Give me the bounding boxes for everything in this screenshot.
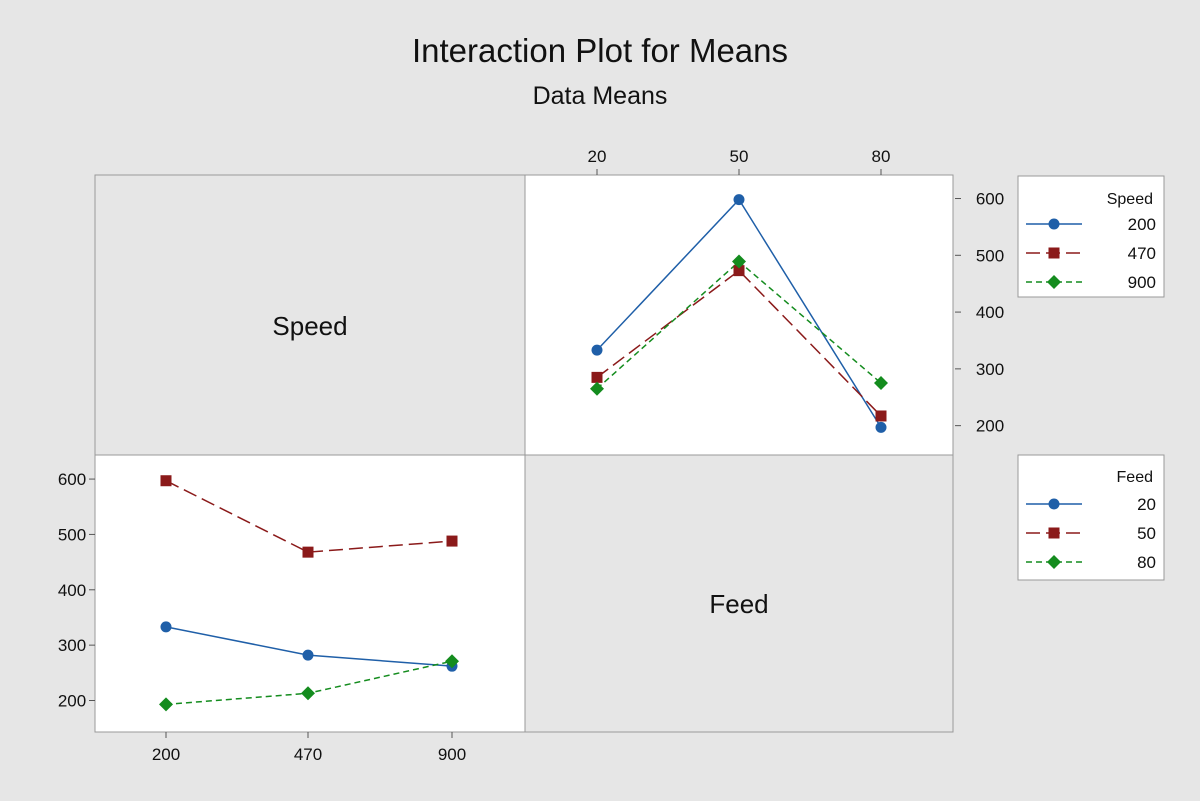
legend-feed-title: Feed: [1117, 469, 1153, 486]
y-tick-label: 600: [976, 190, 1004, 209]
y-tick-label: 400: [58, 581, 86, 600]
data-point-speed-470: [875, 410, 887, 422]
y-tick-label: 400: [976, 303, 1004, 322]
panel-label-speed: Speed: [272, 311, 347, 341]
data-point-feed-80: [445, 654, 459, 669]
legend-label: 20: [1137, 495, 1156, 514]
legend-label: 80: [1137, 553, 1156, 572]
data-point-speed-900: [732, 254, 746, 269]
y-tick-label: 200: [976, 417, 1004, 436]
x-tick-label: 80: [872, 147, 891, 166]
legend-marker: [1048, 247, 1060, 259]
legend-marker: [1048, 498, 1060, 510]
x-tick-label: 470: [294, 745, 322, 764]
legend-speed-entries: 200 470 900: [1026, 215, 1156, 292]
y-tick-label: 300: [58, 636, 86, 655]
data-point-feed-20: [160, 621, 172, 633]
legend-label: 50: [1137, 524, 1156, 543]
data-point-speed-200: [875, 421, 887, 433]
legend-marker: [1047, 275, 1061, 289]
data-point-feed-20: [302, 649, 314, 661]
data-point-speed-470: [591, 371, 603, 383]
y-tick-label: 500: [58, 525, 86, 544]
chart-title: Interaction Plot for Means: [412, 32, 788, 69]
chart-subtitle: Data Means: [533, 82, 668, 110]
data-point-speed-470: [733, 265, 745, 277]
data-point-feed-80: [159, 697, 173, 712]
x-tick-label: 50: [730, 147, 749, 166]
diag-panel-feed: [524, 454, 954, 733]
legend-speed-box: [1017, 175, 1165, 298]
legend-feed-entries: 20 50 80: [1026, 495, 1156, 572]
legend-marker: [1048, 527, 1060, 539]
data-point-feed-50: [160, 475, 172, 487]
series-line-speed-470: [596, 269, 882, 417]
legend-label: 200: [1128, 215, 1156, 234]
plot-bottom-left: 200 300 400 500 600 200 470 900: [58, 470, 466, 764]
legend-speed-title: Speed: [1107, 191, 1153, 208]
x-tick-label: 200: [152, 745, 180, 764]
y-tick-label: 300: [976, 360, 1004, 379]
plot-panel-bottom-left: [94, 454, 526, 733]
data-point-speed-900: [874, 376, 888, 391]
data-point-feed-80: [301, 686, 315, 701]
diag-panel-speed: [94, 174, 526, 456]
legend-marker: [1048, 218, 1060, 230]
legend-label: 900: [1128, 273, 1156, 292]
legend-feed-box: [1017, 454, 1165, 581]
x-tick-label: 20: [588, 147, 607, 166]
plot-panel-top-right: [524, 174, 954, 456]
legend-marker: [1047, 555, 1061, 569]
y-tick-label: 200: [58, 692, 86, 711]
series-line-feed-50: [165, 480, 453, 553]
legend-label: 470: [1128, 244, 1156, 263]
y-tick-label: 600: [58, 470, 86, 489]
data-point-feed-50: [302, 546, 314, 558]
data-point-speed-200: [591, 344, 603, 356]
plot-top-right: 200 300 400 500 600 20 50 80: [588, 147, 1005, 436]
y-tick-label: 500: [976, 246, 1004, 265]
data-point-speed-900: [590, 381, 604, 396]
data-point-speed-200: [733, 194, 745, 206]
x-tick-label: 900: [438, 745, 466, 764]
panel-label-feed: Feed: [709, 589, 768, 619]
data-point-feed-50: [446, 535, 458, 547]
